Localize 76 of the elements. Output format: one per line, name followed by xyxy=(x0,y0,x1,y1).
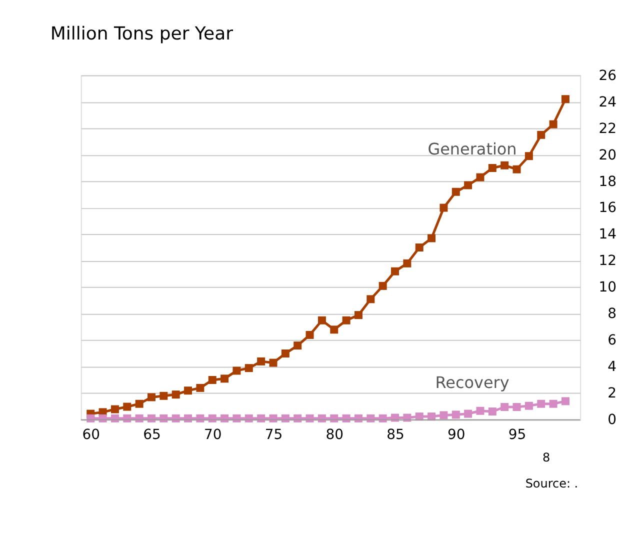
point xyxy=(537,130,546,139)
point xyxy=(537,400,546,408)
series-label: Generation xyxy=(428,139,517,158)
y-tick-label: 8 xyxy=(608,306,617,322)
y-tick-label: 2 xyxy=(608,386,617,402)
point xyxy=(160,392,168,400)
text: 8 xyxy=(542,450,550,465)
point xyxy=(512,165,521,174)
point xyxy=(415,244,424,252)
point xyxy=(318,316,326,324)
point xyxy=(476,173,484,182)
point xyxy=(232,366,241,375)
point xyxy=(488,164,496,172)
point xyxy=(524,402,533,410)
y-tick-label: 4 xyxy=(608,359,617,376)
x-tick-label: 75 xyxy=(264,427,283,444)
point xyxy=(500,161,509,170)
y-tick-label: 22 xyxy=(598,120,617,137)
point xyxy=(464,410,472,418)
x-tick-label: 95 xyxy=(508,427,526,444)
chart-title: Million Tons per Year xyxy=(50,23,234,44)
y-tick-label: 14 xyxy=(598,226,617,243)
point xyxy=(440,411,448,420)
x-tick-label: 60 xyxy=(82,427,100,444)
y-tick-label: 26 xyxy=(598,68,617,84)
point xyxy=(269,358,278,367)
point xyxy=(135,400,144,408)
point xyxy=(354,311,362,320)
point xyxy=(452,188,460,196)
point xyxy=(330,326,338,334)
y-tick-label: 6 xyxy=(608,332,617,349)
point xyxy=(366,295,375,304)
y-tick-label: 20 xyxy=(598,147,617,164)
point xyxy=(208,376,216,384)
point xyxy=(123,402,132,411)
x-tick-label: 90 xyxy=(447,427,466,444)
point xyxy=(440,204,448,212)
point xyxy=(428,234,436,242)
point xyxy=(549,400,558,408)
y-tick-label: 16 xyxy=(598,200,617,216)
y-tick-label: 10 xyxy=(598,280,617,296)
point xyxy=(452,410,460,419)
point xyxy=(294,342,302,350)
x-tick-label: 70 xyxy=(204,427,222,444)
point xyxy=(561,95,570,104)
point xyxy=(488,408,496,416)
y-tick-label: 18 xyxy=(598,174,617,190)
point xyxy=(257,357,266,366)
point xyxy=(500,403,509,411)
y-tick-label: 0 xyxy=(608,412,617,428)
point xyxy=(220,374,229,383)
point xyxy=(476,406,484,415)
point xyxy=(464,181,472,190)
point xyxy=(561,397,570,406)
point xyxy=(403,259,412,268)
point xyxy=(184,386,192,395)
x-tick-label: 65 xyxy=(143,427,161,444)
point xyxy=(512,403,521,411)
point xyxy=(342,316,350,324)
point xyxy=(196,384,204,392)
point xyxy=(391,267,399,276)
point xyxy=(172,390,180,399)
point xyxy=(549,120,558,128)
point xyxy=(378,282,387,290)
y-tick-label: 24 xyxy=(598,94,617,110)
point xyxy=(306,330,314,339)
point xyxy=(148,393,156,402)
point xyxy=(110,405,119,414)
x-tick-label: 85 xyxy=(386,427,404,444)
point xyxy=(524,152,533,160)
point xyxy=(281,349,290,358)
y-tick-label: 12 xyxy=(598,253,617,270)
x-tick-label: 80 xyxy=(326,427,344,444)
series-label: Recovery xyxy=(435,372,510,392)
source-note: Source: . xyxy=(525,476,578,491)
point xyxy=(244,364,253,372)
